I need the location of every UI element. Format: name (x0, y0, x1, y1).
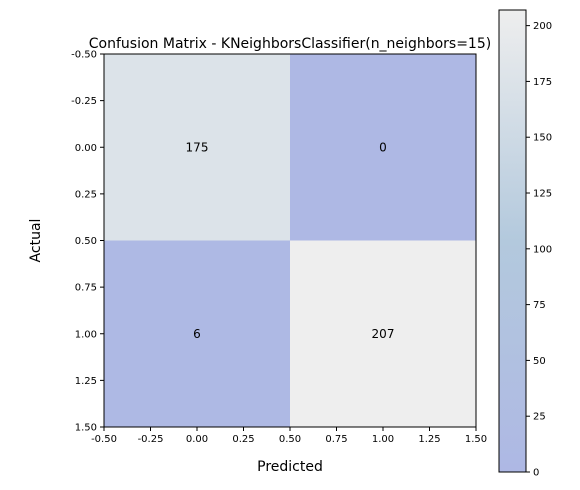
heatmap-plot-area: 175 0 6 207 (103, 53, 477, 428)
y-axis-label: Actual (28, 219, 44, 263)
x-tick-label: 0.00 (186, 434, 208, 445)
x-tick-label: -0.50 (91, 434, 117, 445)
y-tick-label: 0.50 (75, 236, 97, 247)
cell-value-r1-c1: 207 (372, 327, 395, 341)
colorbar-tick-label: 75 (533, 300, 546, 311)
x-tick-label: 1.50 (465, 434, 487, 445)
y-tick-label: 1.50 (75, 423, 97, 434)
cell-value-r1-c0: 6 (193, 327, 201, 341)
colorbar-gradient (498, 9, 527, 473)
x-tick-label: 1.25 (418, 434, 440, 445)
colorbar: 0 25 50 75 100 125 150 175 200 (498, 9, 552, 479)
y-tick-label: -0.50 (71, 50, 97, 61)
x-tick-label: -0.25 (138, 434, 164, 445)
chart-title: Confusion Matrix - KNeighborsClassifier(… (89, 36, 491, 52)
colorbar-tick-label: 50 (533, 356, 546, 367)
colorbar-tick-label: 0 (533, 468, 539, 479)
y-tick-label: 0.75 (75, 283, 97, 294)
heatmap-cell-r1-c0 (104, 240, 290, 427)
y-tick-label: 1.00 (75, 329, 97, 340)
y-tick-label: 0.25 (75, 189, 97, 200)
heatmap-cell-r0-c0 (104, 54, 290, 241)
cell-value-r0-c0: 175 (186, 140, 209, 154)
heatmap-cell-r0-c1 (290, 54, 476, 241)
colorbar-tick-label: 25 (533, 412, 546, 423)
x-tick-label: 0.75 (325, 434, 347, 445)
cell-value-r0-c1: 0 (379, 140, 387, 154)
x-tick-label: 0.25 (232, 434, 254, 445)
colorbar-tick-label: 200 (533, 21, 552, 32)
x-axis-ticks: -0.50 -0.25 0.00 0.25 0.50 0.75 1.00 1.25 1.50 (91, 427, 487, 445)
colorbar-tick-label: 175 (533, 77, 552, 88)
colorbar-tick-label: 100 (533, 244, 552, 255)
x-axis-label: Predicted (257, 459, 323, 475)
y-axis-ticks: -0.50 -0.25 0.00 0.25 0.50 0.75 1.00 1.25 1.50 (71, 50, 104, 434)
colorbar-tick-label: 125 (533, 189, 552, 200)
x-tick-label: 1.00 (372, 434, 394, 445)
heatmap-cell-r1-c1 (290, 240, 476, 427)
y-tick-label: -0.25 (71, 96, 97, 107)
x-tick-label: 0.50 (279, 434, 301, 445)
y-tick-label: 1.25 (75, 376, 97, 387)
colorbar-tick-label: 150 (533, 133, 552, 144)
y-tick-label: 0.00 (75, 143, 97, 154)
